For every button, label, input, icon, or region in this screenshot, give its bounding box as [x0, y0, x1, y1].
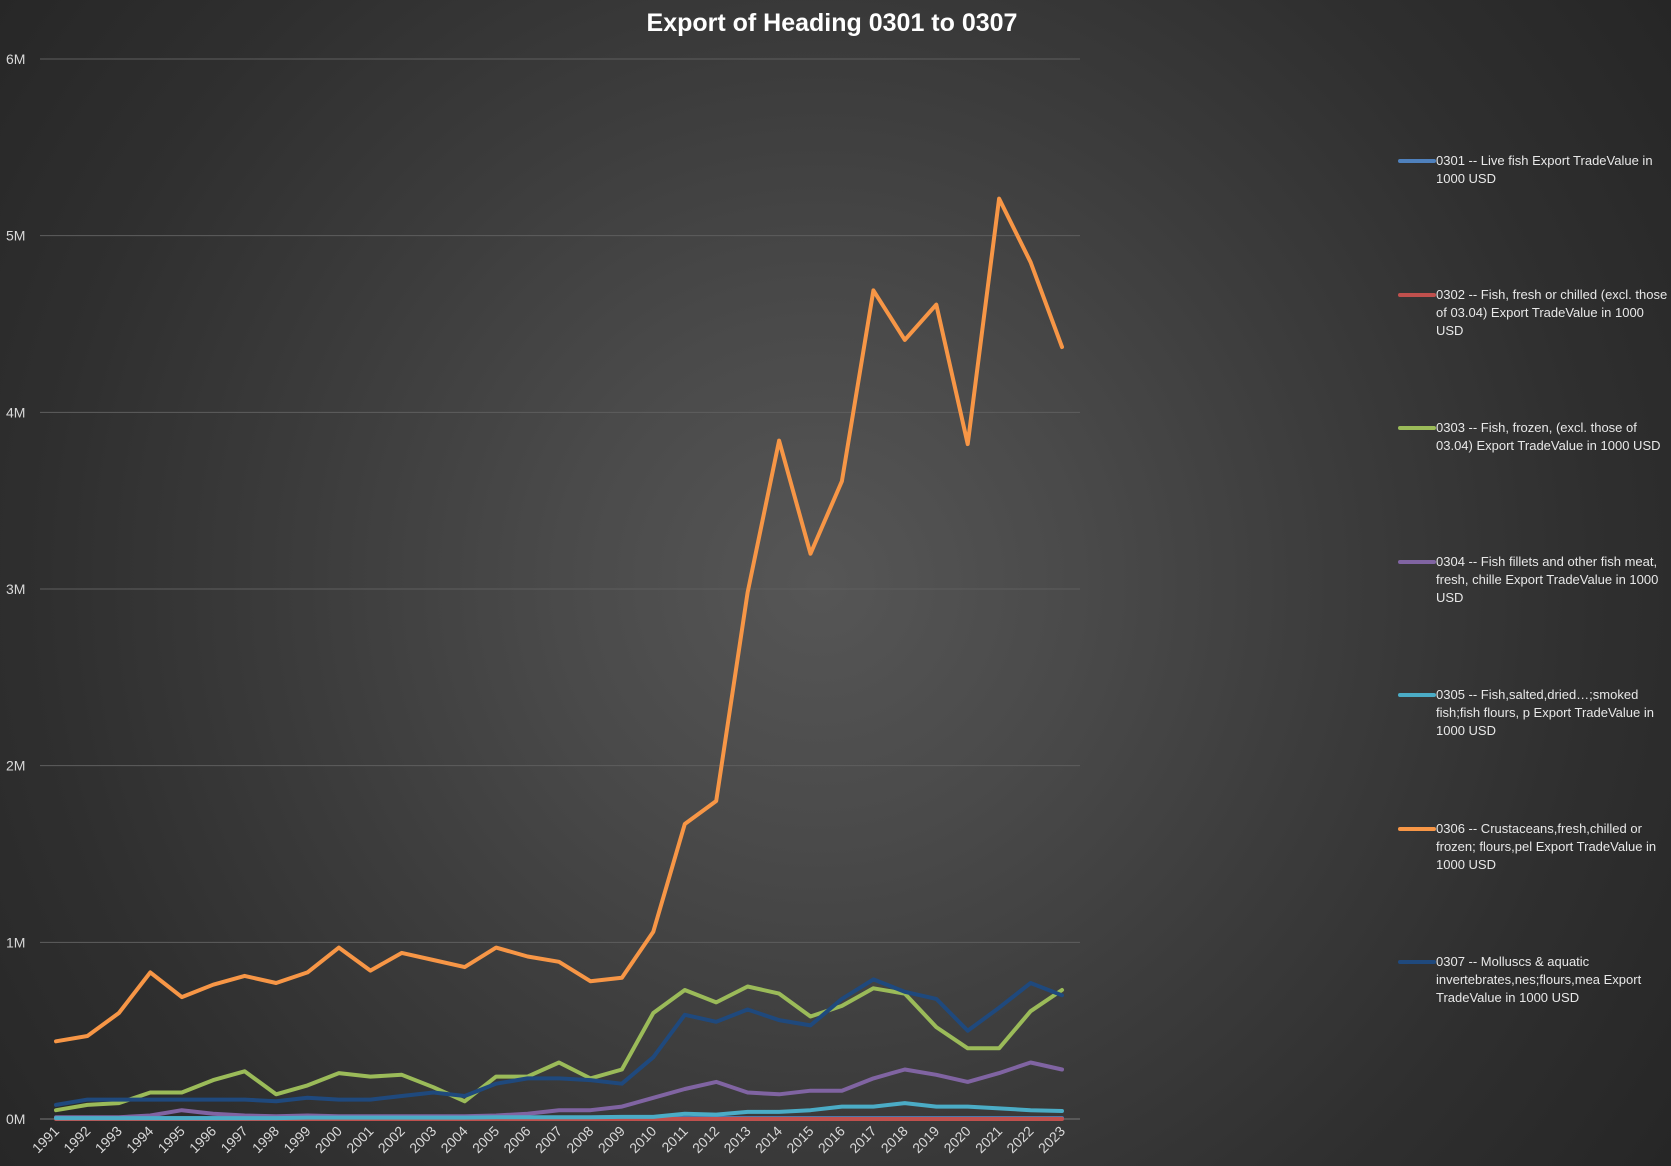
series-line-0307 — [54, 977, 1064, 1107]
x-tick-label: 1999 — [280, 1123, 313, 1156]
x-tick-label: 2018 — [878, 1123, 911, 1156]
x-tick-label: 1992 — [60, 1123, 93, 1156]
gridlines — [40, 58, 1080, 1120]
x-tick-label: 2021 — [972, 1123, 1005, 1156]
x-tick-label: 2010 — [626, 1123, 659, 1156]
x-tick-label: 2022 — [1003, 1123, 1036, 1156]
series-line-0305 — [54, 1101, 1064, 1121]
x-tick-label: 2013 — [720, 1123, 753, 1156]
y-tick-label: 1M — [6, 934, 25, 950]
x-tick-label: 2002 — [375, 1123, 408, 1156]
legend-swatch — [1398, 426, 1436, 430]
y-tick-label: 0M — [6, 1111, 25, 1127]
y-tick-label: 6M — [6, 51, 25, 67]
y-tick-label: 3M — [6, 581, 25, 597]
x-tick-label: 2006 — [500, 1123, 533, 1156]
x-tick-label: 2020 — [940, 1123, 973, 1156]
legend-label: 0302 -- Fish, fresh or chilled (excl. th… — [1436, 286, 1668, 338]
x-tick-label: 2000 — [312, 1123, 345, 1156]
y-tick-label: 4M — [6, 404, 25, 420]
x-tick-label: 1998 — [249, 1123, 282, 1156]
y-tick-label: 2M — [6, 758, 25, 774]
x-tick-label: 1993 — [92, 1123, 125, 1156]
legend-swatch — [1398, 693, 1436, 697]
x-tick-label: 2003 — [406, 1123, 439, 1156]
legend-swatch — [1398, 826, 1436, 831]
series-line-0304 — [54, 1060, 1064, 1120]
x-tick-label: 2023 — [1035, 1123, 1068, 1156]
x-tick-label: 2019 — [909, 1123, 942, 1156]
x-tick-label: 1996 — [186, 1123, 219, 1156]
legend-label: 0307 -- Molluscs & aquatic invertebrates… — [1436, 954, 1642, 1005]
x-tick-label: 1991 — [29, 1123, 62, 1156]
x-tick-label: 2001 — [343, 1123, 376, 1156]
legend-label: 0306 -- Crustaceans,fresh,chilled or fro… — [1436, 820, 1657, 872]
legend-label: 0304 -- Fish fillets and other fish meat… — [1436, 553, 1659, 605]
x-tick-label: 1994 — [123, 1123, 156, 1156]
chart-title: Export of Heading 0301 to 0307 — [647, 9, 1018, 37]
legend-label: 0305 -- Fish,salted,dried…;smoked fish;f… — [1436, 687, 1654, 738]
x-tick-label: 2014 — [752, 1123, 785, 1156]
x-tick-label: 2011 — [658, 1123, 691, 1156]
legend-swatch — [1398, 960, 1436, 964]
legend-label: 0301 -- Live fish Export TradeValue in 1… — [1436, 153, 1653, 186]
x-tick-label: 2004 — [437, 1123, 470, 1156]
series-lines — [54, 196, 1064, 1121]
x-tick-label: 2017 — [846, 1123, 879, 1156]
x-tick-label: 2015 — [783, 1123, 816, 1156]
x-tick-label: 2009 — [595, 1123, 628, 1156]
legend-swatch — [1398, 159, 1436, 163]
legend-swatch — [1398, 559, 1436, 564]
y-axis-tick-labels: 0M 1M 2M 3M 4M 5M 6M — [6, 51, 25, 1127]
x-tick-label: 1995 — [155, 1123, 188, 1156]
y-tick-label: 5M — [6, 228, 25, 244]
x-tick-label: 2008 — [563, 1123, 596, 1156]
x-axis-tick-labels: 1991199219931994199519961997199819992000… — [29, 1123, 1068, 1156]
legend-swatch — [1398, 292, 1436, 297]
x-tick-label: 2007 — [532, 1123, 565, 1156]
legend-label: 0303 -- Fish, frozen, (excl. those of 03… — [1436, 420, 1661, 453]
series-line-0303 — [54, 984, 1064, 1113]
x-tick-label: 2005 — [469, 1123, 502, 1156]
series-line-0306 — [54, 196, 1064, 1044]
x-tick-label: 2016 — [815, 1123, 848, 1156]
x-tick-label: 1997 — [217, 1123, 250, 1156]
x-tick-label: 2012 — [689, 1123, 722, 1156]
